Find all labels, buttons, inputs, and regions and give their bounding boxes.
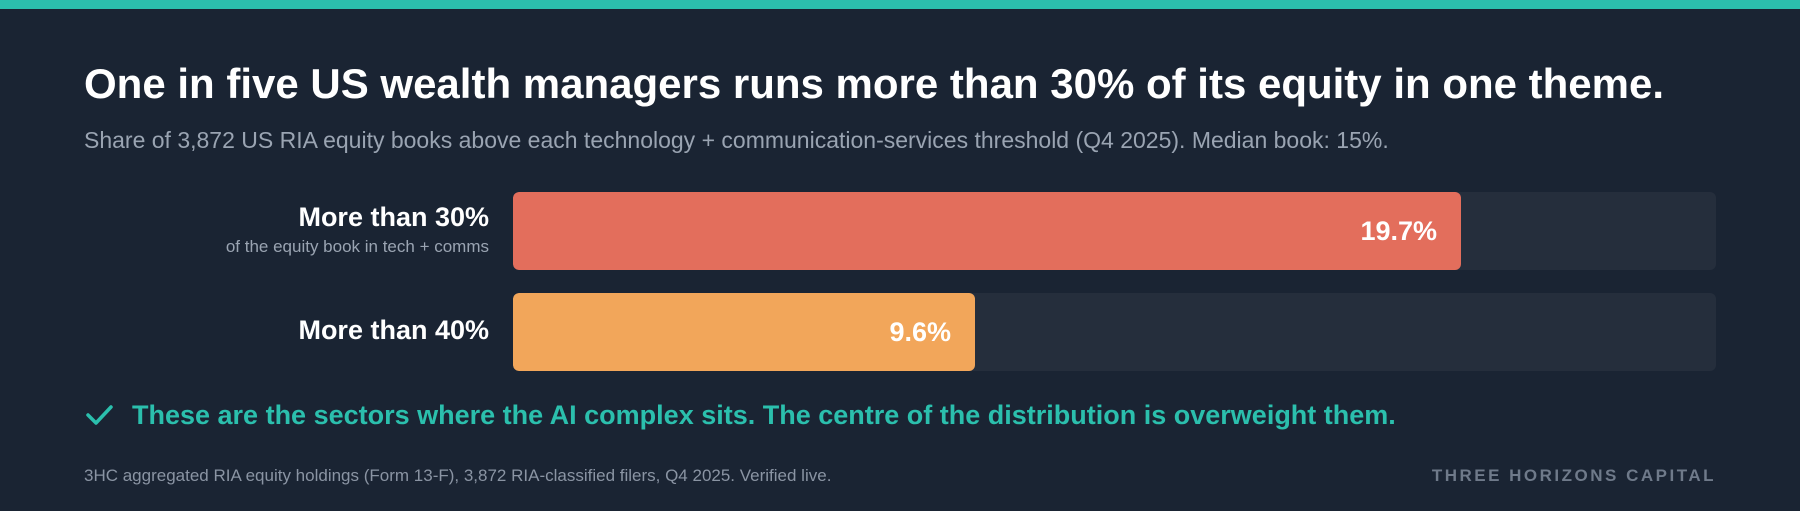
bar-category-name: More than 30%: [298, 202, 489, 232]
bar-value-label: 19.7%: [1360, 216, 1437, 246]
bar-track: 9.6%: [513, 293, 1716, 371]
bar-track: 19.7%: [513, 192, 1716, 270]
bar-category-label: More than 40%: [298, 315, 489, 346]
bar-value-label: 9.6%: [889, 317, 951, 347]
brand-name: THREE HORIZONS CAPITAL: [1431, 466, 1716, 485]
bar-category-name: More than 40%: [298, 315, 489, 345]
callout-text: These are the sectors where the AI compl…: [132, 399, 1396, 430]
bar-category-note: of the equity book in tech + comms: [225, 237, 489, 256]
chart-title: One in five US wealth managers runs more…: [84, 60, 1665, 107]
check-icon: [86, 405, 113, 425]
bar-category-label: More than 30% of the equity book in tech …: [226, 202, 489, 257]
accent-top-bar: [0, 0, 1800, 9]
chart-subtitle: Share of 3,872 US RIA equity books above…: [84, 127, 1389, 153]
bar: [513, 293, 975, 371]
callout: These are the sectors where the AI compl…: [84, 398, 1396, 432]
bar: [513, 192, 1461, 270]
bar-row: More than 40% 9.6%: [0, 293, 1800, 371]
bar-row: More than 30% of the equity book in tech …: [0, 192, 1800, 270]
source-note: 3HC aggregated RIA equity holdings (Form…: [84, 466, 832, 485]
